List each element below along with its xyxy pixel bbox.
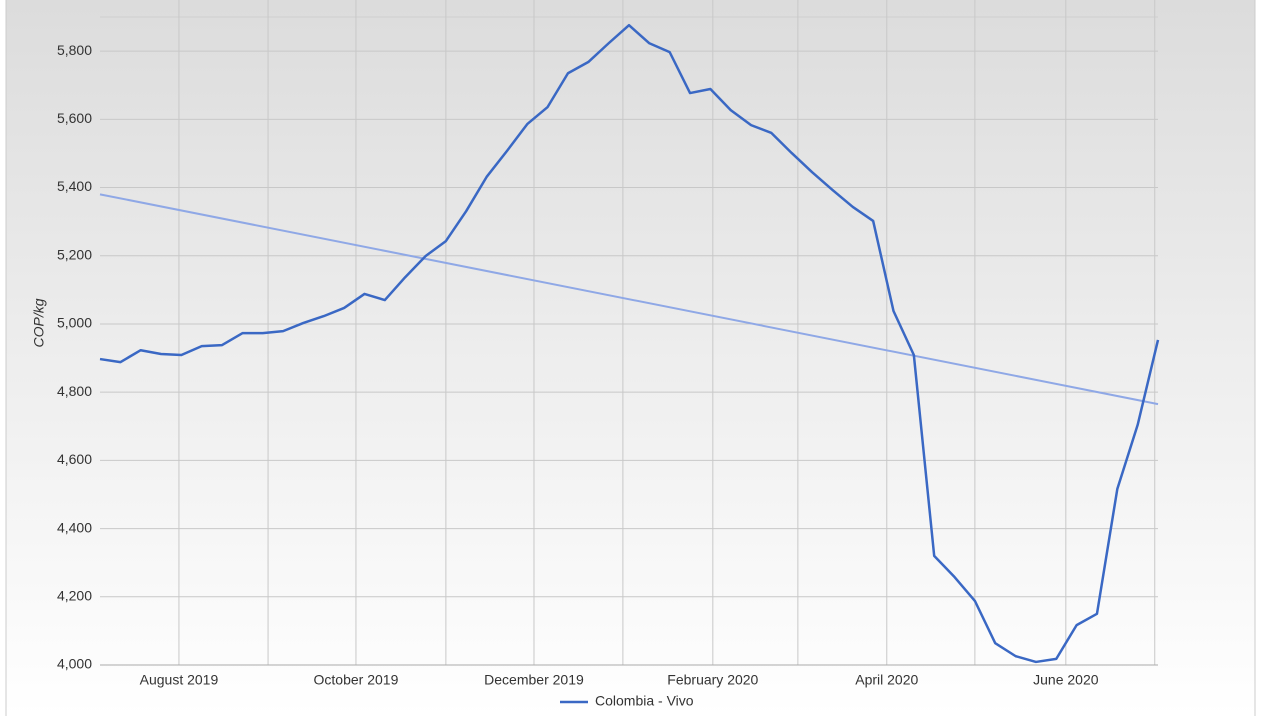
y-tick-label: 5,800: [57, 42, 92, 58]
y-tick-label: 4,600: [57, 451, 92, 467]
trend-line: [99, 193, 1159, 406]
background: [6, 0, 1255, 716]
y-tick-label: 5,600: [57, 110, 92, 126]
y-tick-label: 4,200: [57, 587, 92, 603]
y-tick-label: 4,000: [57, 656, 92, 672]
y-tick-label: 5,000: [57, 315, 92, 331]
x-tick-label: August 2019: [140, 672, 219, 688]
y-tick-label: 5,400: [57, 178, 92, 194]
y-axis-label: COP/kg: [31, 298, 47, 347]
legend-label: Colombia - Vivo: [595, 693, 694, 709]
x-tick-label: April 2020: [855, 672, 918, 688]
x-tick-label: December 2019: [484, 672, 584, 688]
x-tick-label: February 2020: [667, 672, 758, 688]
y-tick-label: 4,800: [57, 383, 92, 399]
x-tick-label: October 2019: [314, 672, 399, 688]
series-line: [99, 23, 1160, 664]
y-tick-label: 4,400: [57, 519, 92, 535]
y-tick-label: 5,200: [57, 246, 92, 262]
x-tick-label: June 2020: [1033, 672, 1099, 688]
